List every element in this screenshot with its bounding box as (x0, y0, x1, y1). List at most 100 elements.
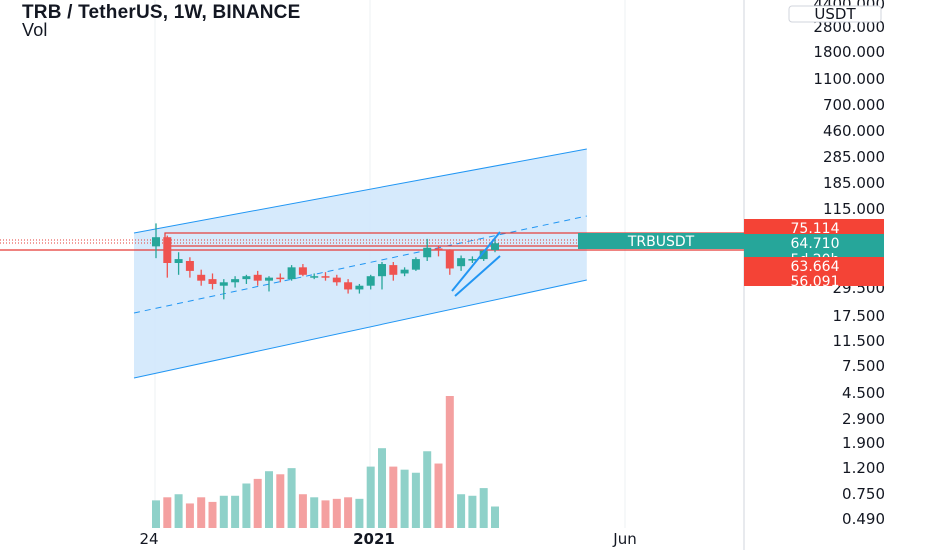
time-tick-label: 24 (139, 530, 158, 548)
candle-body (355, 285, 364, 290)
symbol-tag-label: TRBUSDT (627, 234, 695, 250)
volume-bar (491, 506, 499, 528)
price-tag-value: 64.710 (791, 236, 840, 252)
price-tick-label: 7.500 (842, 357, 885, 375)
currency-label: USDT (814, 5, 856, 23)
candle-body (231, 279, 240, 283)
volume-bar (185, 503, 194, 528)
candle-body (332, 277, 341, 283)
candle-body (445, 249, 454, 269)
volume-bar (378, 448, 386, 528)
volume-tick-label: 1.200 (842, 459, 885, 477)
volume-bar (344, 497, 353, 528)
price-tick-label: 17.500 (833, 307, 886, 325)
volume-bar (208, 501, 217, 528)
horizontal-price-lines[interactable] (0, 232, 745, 251)
volume-bar (265, 471, 273, 528)
volume-bar (152, 500, 160, 528)
candle-body (344, 282, 353, 290)
volume-bar (163, 497, 172, 528)
candle-body (265, 277, 273, 281)
volume-bar (310, 497, 319, 528)
candle-body (366, 276, 375, 286)
volume-tick-label: 0.490 (842, 510, 885, 528)
candle-body (152, 237, 160, 247)
candle-body (163, 237, 172, 263)
candle-body (310, 276, 319, 278)
channel-fill (134, 149, 587, 378)
symbol-tag (578, 233, 744, 249)
volume-bar (219, 495, 228, 528)
volume-bar (389, 466, 398, 528)
candle-body (479, 250, 488, 260)
candle-body (457, 258, 466, 267)
candle-body (197, 274, 206, 281)
price-tag-value: 75.114 (791, 221, 840, 237)
volume-bars (152, 396, 499, 528)
wedge-upper-line (451, 231, 501, 292)
currency-box (788, 5, 882, 23)
price-tick-label: 700.000 (823, 96, 885, 114)
rising-wedge[interactable] (451, 231, 501, 297)
channel-lower-line (133, 279, 587, 379)
volume-bar (457, 494, 466, 528)
volume-tick-label: 2.900 (842, 410, 885, 428)
channel-upper-line (133, 148, 587, 234)
candle-body (287, 267, 296, 280)
volume-bar (468, 495, 477, 528)
volume-bar (434, 463, 443, 528)
volume-bar (366, 466, 375, 528)
volume-bar (400, 469, 409, 528)
price-tick-label: 185.000 (823, 174, 885, 192)
candlesticks (152, 223, 499, 300)
price-tick-label: 285.000 (823, 148, 885, 166)
candle-body (174, 259, 183, 263)
time-axis[interactable]: 24 2021 Jun (139, 530, 636, 548)
volume-bar (445, 396, 454, 528)
volume-bar (197, 497, 206, 528)
regression-channel[interactable] (133, 148, 587, 379)
price-tag-value: 56.091 (791, 274, 840, 290)
volume-tick-label: 0.750 (842, 485, 885, 503)
wedge-lower-line (454, 255, 501, 297)
candle-body (468, 259, 477, 261)
candle-body (185, 260, 194, 271)
price-tag-value: 63.664 (791, 259, 840, 275)
candle-body (378, 264, 386, 277)
candle-body (242, 276, 251, 280)
volume-bar (231, 495, 240, 528)
price-tag (744, 272, 884, 286)
price-tag (744, 219, 884, 237)
volume-bar (479, 488, 488, 528)
chart-title: TRB / TetherUS, 1W, BINANCE (22, 2, 301, 23)
volume-indicator-label: Vol (22, 20, 48, 40)
price-tick-label: 460.000 (823, 122, 885, 140)
volume-bar (298, 494, 307, 528)
volume-bar (276, 474, 285, 528)
candle-body (219, 282, 228, 286)
candle-body (253, 274, 262, 281)
candle-body (276, 277, 285, 280)
volume-bar (174, 494, 183, 528)
candle-body (208, 279, 217, 284)
volume-tick-label: 4.500 (842, 384, 885, 402)
candle-body (411, 259, 420, 270)
price-axis[interactable]: 4400.0002800.0001800.0001100.000700.0004… (788, 0, 886, 528)
volume-bar (242, 483, 251, 528)
candle-body (491, 243, 499, 250)
candle-body (423, 247, 432, 258)
candle-body (321, 276, 330, 278)
volume-bar (287, 468, 296, 528)
channel-mid-line (133, 215, 587, 314)
time-tick-label: Jun (612, 530, 636, 548)
volume-bar (423, 451, 432, 528)
candle-body (298, 267, 307, 275)
price-tick-label: 11.500 (833, 332, 886, 350)
price-tick-label: 1100.000 (813, 70, 885, 88)
volume-bar (253, 478, 262, 528)
volume-bar (332, 498, 341, 528)
volume-tick-label: 1.900 (842, 434, 885, 452)
price-tag (744, 257, 884, 275)
